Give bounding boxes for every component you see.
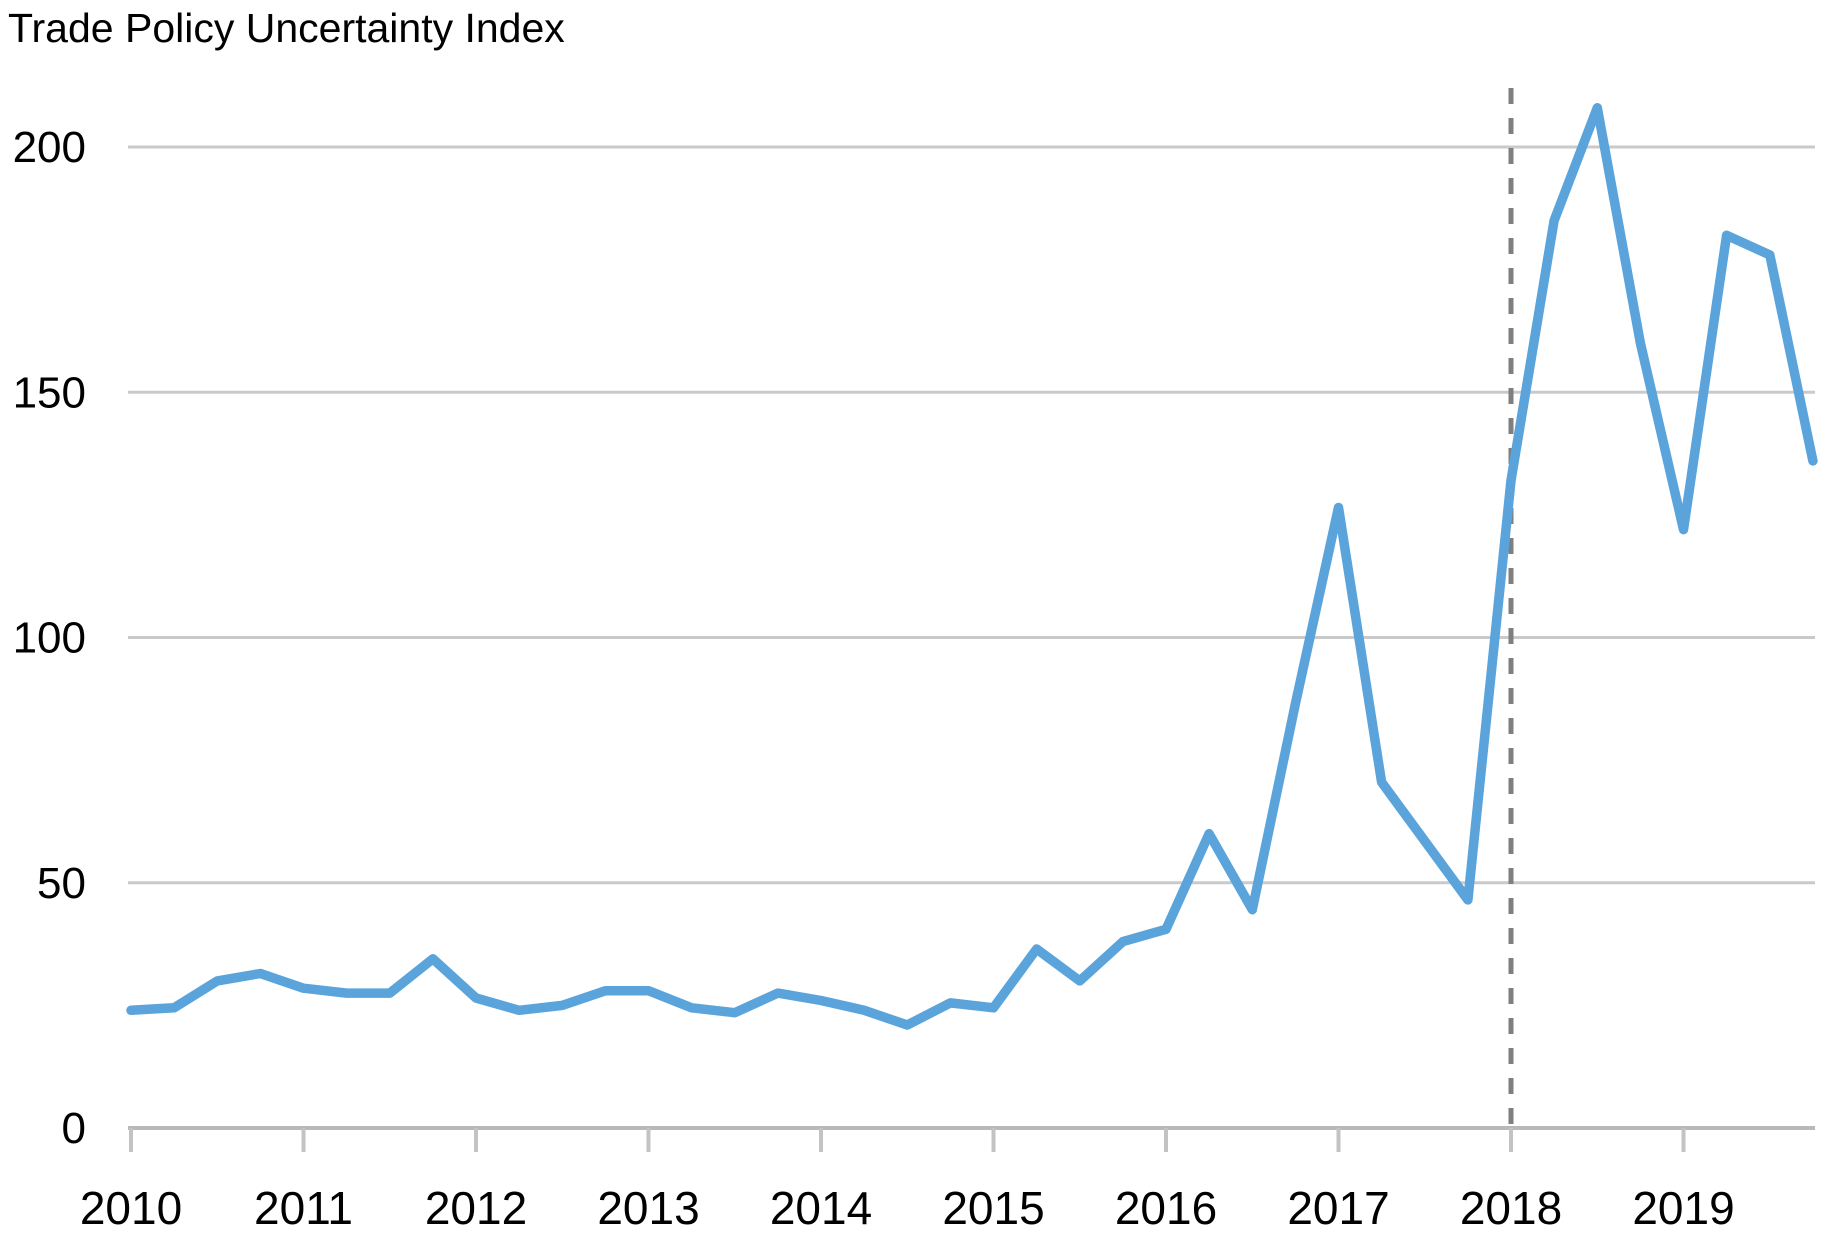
y-axis-label-50: 50 — [37, 859, 86, 908]
y-axis-label-100: 100 — [13, 614, 86, 663]
x-axis-label-2015: 2015 — [942, 1182, 1044, 1234]
y-axis-label-200: 200 — [13, 123, 86, 172]
x-axis-label-2018: 2018 — [1460, 1182, 1562, 1234]
y-axis-label-0: 0 — [62, 1104, 86, 1153]
tpu-index-line — [126, 103, 1818, 1030]
y-axis-label-150: 150 — [13, 368, 86, 417]
x-axis-label-2013: 2013 — [597, 1182, 699, 1234]
chart-title: Trade Policy Uncertainty Index — [8, 5, 565, 51]
x-axis-label-2014: 2014 — [770, 1182, 872, 1234]
x-axis-label-2016: 2016 — [1115, 1182, 1217, 1234]
x-axis-label-2017: 2017 — [1287, 1182, 1389, 1234]
x-axis-label-2012: 2012 — [425, 1182, 527, 1234]
x-axis-label-2019: 2019 — [1632, 1182, 1734, 1234]
x-axis-label-2010: 2010 — [80, 1182, 182, 1234]
x-axis-label-2011: 2011 — [254, 1182, 353, 1234]
